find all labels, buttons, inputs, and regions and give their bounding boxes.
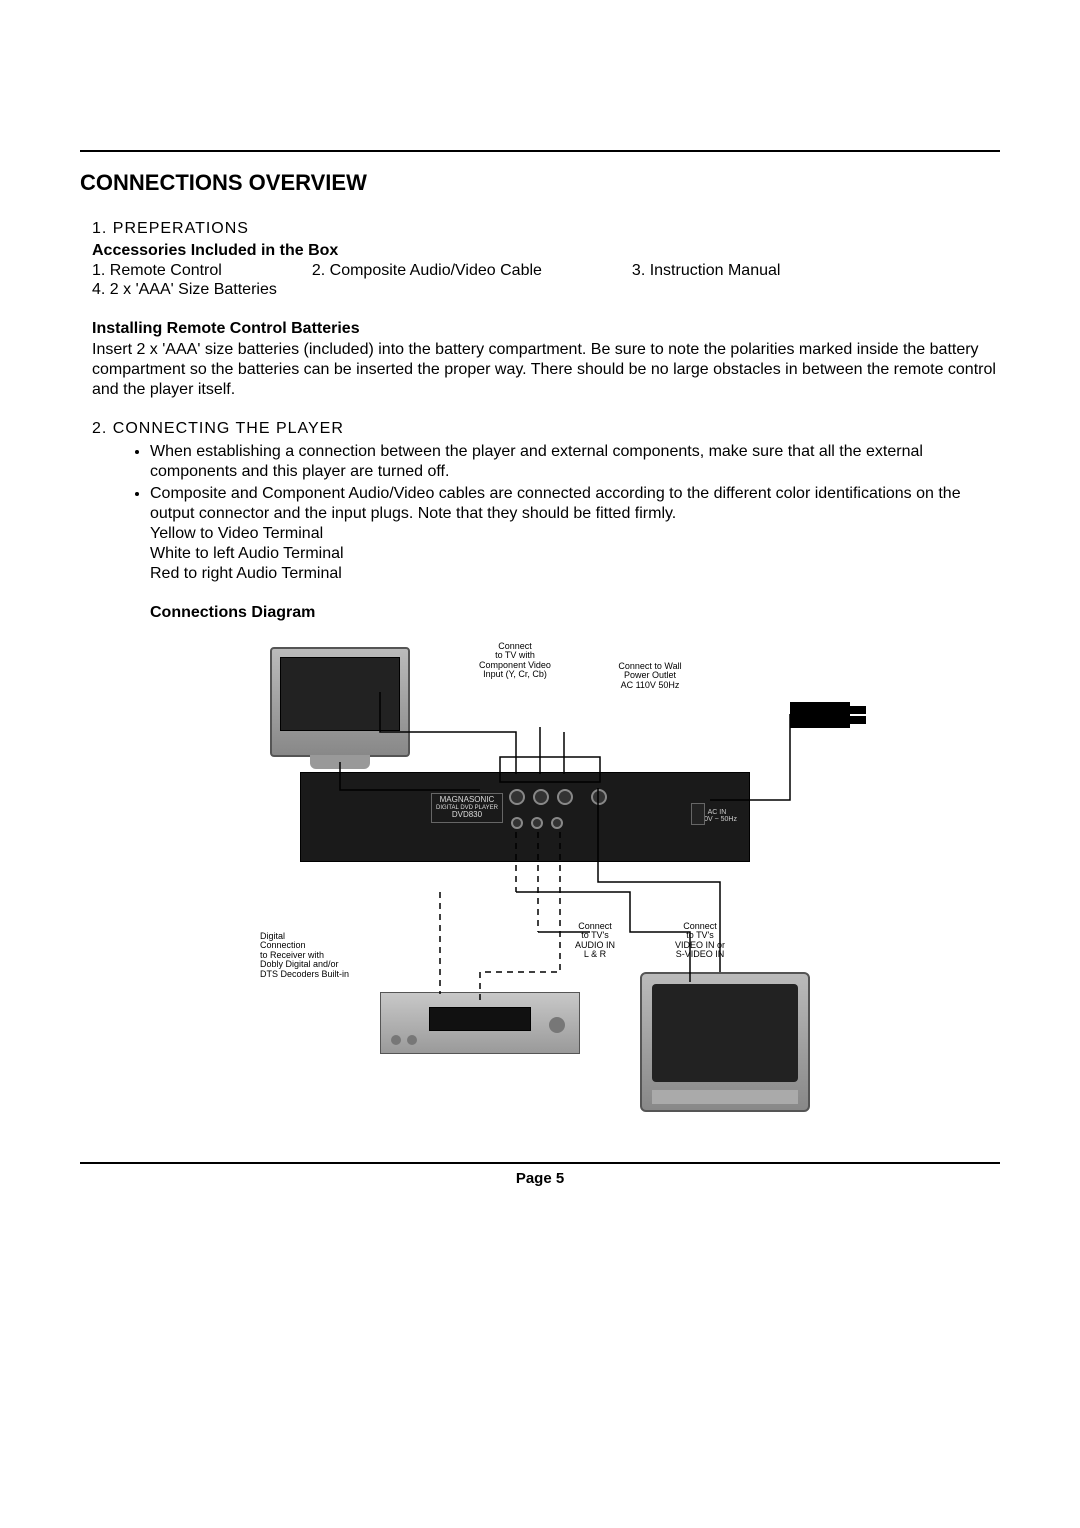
- dvd-port-audio-l: [531, 817, 543, 829]
- label-video-in: Connectto TV'sVIDEO IN orS-VIDEO IN: [660, 922, 740, 960]
- dvd-ac-port-icon: [691, 803, 705, 825]
- page-number: Page 5: [80, 1170, 1000, 1187]
- crt-tv-icon: [640, 972, 810, 1112]
- accessory-3: 3. Instruction Manual: [632, 262, 781, 280]
- dvd-model: DVD830: [436, 811, 498, 820]
- accessory-2: 2. Composite Audio/Video Cable: [312, 262, 542, 280]
- dvd-port-svideo: [591, 789, 607, 805]
- connecting-bullet-list: When establishing a connection between t…: [150, 442, 1000, 584]
- label-component-video: Connectto TV withComponent VideoInput (Y…: [460, 642, 570, 680]
- dvd-brand: MAGNASONIC: [436, 796, 498, 805]
- receiver-dial-icon: [549, 1017, 565, 1033]
- accessories-title: Accessories Included in the Box: [92, 242, 1000, 260]
- wall-plug-icon: [790, 702, 850, 728]
- page-title: CONNECTIONS OVERVIEW: [80, 170, 1000, 196]
- accessory-1: 1. Remote Control: [92, 262, 222, 280]
- receiver-knob-icon: [391, 1035, 401, 1045]
- label-digital-connection: DigitalConnectionto Receiver withDobly D…: [260, 932, 380, 979]
- label-wall-outlet: Connect to WallPower OutletAC 110V 50Hz: [600, 662, 700, 690]
- dvd-player-icon: MAGNASONIC DIGITAL DVD PLAYER DVD830 AC …: [300, 772, 750, 862]
- manual-page: CONNECTIONS OVERVIEW 1. PREPERATIONS Acc…: [0, 0, 1080, 1237]
- accessories-row-1: 1. Remote Control 2. Composite Audio/Vid…: [92, 262, 1000, 280]
- dvd-port-cb: [557, 789, 573, 805]
- av-receiver-icon: [380, 992, 580, 1054]
- dvd-port-y: [509, 789, 525, 805]
- dvd-port-coax: [511, 817, 523, 829]
- spacer: [80, 304, 1000, 320]
- dvd-port-cr: [533, 789, 549, 805]
- connections-diagram: MAGNASONIC DIGITAL DVD PLAYER DVD830 AC …: [260, 632, 820, 1132]
- dvd-port-audio-r: [551, 817, 563, 829]
- dvd-brand-label: MAGNASONIC DIGITAL DVD PLAYER DVD830: [431, 793, 503, 823]
- bottom-rule: [80, 1162, 1000, 1164]
- bullet-2-line3: White to left Audio Terminal: [150, 545, 344, 562]
- bullet-2-line4: Red to right Audio Terminal: [150, 565, 342, 582]
- bullet-2: Composite and Component Audio/Video cabl…: [150, 484, 1000, 584]
- top-rule: [80, 150, 1000, 152]
- flat-tv-icon: [270, 647, 410, 757]
- section-connecting-heading: 2. CONNECTING THE PLAYER: [92, 420, 1000, 438]
- install-batteries-text: Insert 2 x 'AAA' size batteries (include…: [92, 340, 1000, 400]
- section-preparations-heading: 1. PREPERATIONS: [92, 220, 1000, 238]
- receiver-knob-icon: [407, 1035, 417, 1045]
- install-batteries-title: Installing Remote Control Batteries: [92, 320, 1000, 338]
- bullet-2-line2: Yellow to Video Terminal: [150, 525, 323, 542]
- label-audio-in: Connectto TV'sAUDIO INL & R: [560, 922, 630, 960]
- bullet-1: When establishing a connection between t…: [150, 442, 1000, 482]
- connections-diagram-title: Connections Diagram: [150, 604, 1000, 622]
- accessory-4: 4. 2 x 'AAA' Size Batteries: [92, 280, 1000, 300]
- bullet-2-line1: Composite and Component Audio/Video cabl…: [150, 485, 961, 522]
